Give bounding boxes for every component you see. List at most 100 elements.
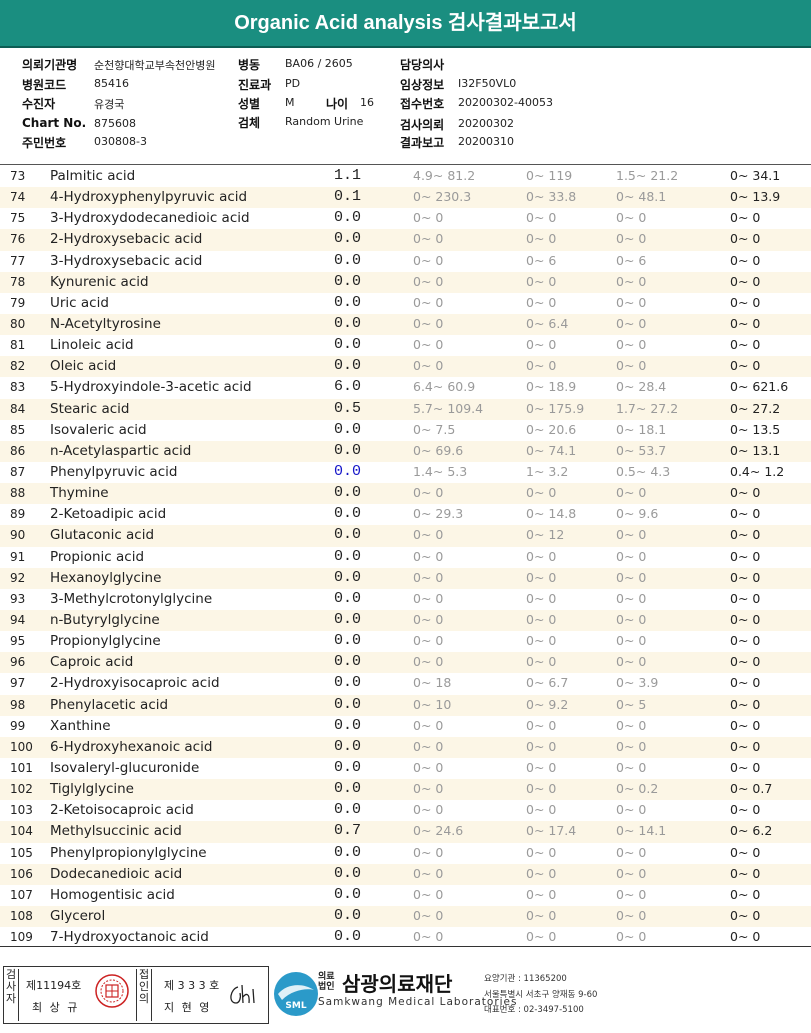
table-row: 76 2-Hydroxysebacic acid 0.0 0~ 0 0~ 0 0~ 0 0~… xyxy=(0,229,811,251)
reference-range-1: 0~ 10 xyxy=(413,696,452,712)
reference-range-2: 0~ 0 xyxy=(526,590,557,606)
reference-range-3: 1.7~ 27.2 xyxy=(616,400,679,416)
receipt-value: 20200302-40053 xyxy=(458,96,553,109)
reference-range-2: 0~ 0 xyxy=(526,569,557,585)
analyte-name: 3-Hydroxysebacic acid xyxy=(50,252,203,269)
reference-range-4: 0~ 13.9 xyxy=(730,189,781,205)
row-number: 88 xyxy=(10,486,26,501)
info-divider xyxy=(0,164,811,165)
reference-range-3: 0~ 0 xyxy=(616,294,647,310)
report-title: Organic Acid analysis 검사결과보고서 xyxy=(234,12,577,34)
reference-range-3: 0~ 0 xyxy=(616,844,647,860)
reference-range-1: 0~ 0 xyxy=(413,759,444,775)
result-value: 0.0 xyxy=(334,441,362,459)
reference-range-2: 0~ 0 xyxy=(526,907,557,923)
result-value: 0.0 xyxy=(334,251,362,269)
reference-range-4: 0~ 0 xyxy=(730,569,761,585)
reference-range-4: 0~ 0 xyxy=(730,611,761,627)
reference-range-4: 0~ 0 xyxy=(730,738,761,754)
tester-seal-icon xyxy=(95,974,129,1008)
req-date-label: 검사의뢰 xyxy=(400,118,445,132)
banner-divider xyxy=(0,46,811,48)
analyte-name: Glutaconic acid xyxy=(50,527,155,544)
table-row: 102 Tiglylglycine 0.0 0~ 0 0~ 0 0~ 0.2 0~ 0.7 xyxy=(0,779,811,801)
reference-range-4: 0~ 0 xyxy=(730,294,761,310)
analyte-name: Glycerol xyxy=(50,907,106,924)
reference-range-4: 0~ 0 xyxy=(730,675,761,691)
reference-range-2: 0~ 0 xyxy=(526,844,557,860)
analyte-name: N-Acetyltyrosine xyxy=(50,315,161,332)
reference-range-1: 0~ 0 xyxy=(413,294,444,310)
reference-range-1: 0~ 0 xyxy=(413,315,444,331)
row-number: 81 xyxy=(10,338,26,353)
reference-range-4: 0~ 34.1 xyxy=(730,168,781,183)
clinical-label: 임상정보 xyxy=(400,78,445,92)
result-value: 0.0 xyxy=(334,737,362,755)
analyte-name: Stearic acid xyxy=(50,400,130,417)
patient-info-block: 의뢰기관명 순천향대학교부속천안병원 병동 BA06 / 2605 담당의사 병… xyxy=(0,56,811,160)
row-number: 97 xyxy=(10,676,26,691)
reference-range-2: 0~ 0 xyxy=(526,717,557,733)
reference-range-3: 0~ 0 xyxy=(616,273,647,289)
result-value: 0.0 xyxy=(334,780,362,798)
row-number: 106 xyxy=(10,866,33,881)
table-row: 81 Linoleic acid 0.0 0~ 0 0~ 0 0~ 0 0~ 0 xyxy=(0,335,811,356)
result-value: 0.0 xyxy=(334,632,362,650)
reference-range-4: 0~ 0 xyxy=(730,654,761,670)
result-value: 0.0 xyxy=(334,589,362,607)
result-value: 0.0 xyxy=(334,653,362,671)
analyte-name: Uric acid xyxy=(50,294,109,311)
result-value: 0.0 xyxy=(334,695,362,713)
table-row: 80 N-Acetyltyrosine 0.0 0~ 0 0~ 6.4 0~ 0 0~ 0 xyxy=(0,313,811,336)
reference-range-4: 0~ 0 xyxy=(730,844,761,860)
analyte-name: Phenylacetic acid xyxy=(50,696,169,713)
report-title-banner: Organic Acid analysis 검사결과보고서 xyxy=(0,0,811,46)
result-value: 0.0 xyxy=(334,357,362,375)
result-value: 0.0 xyxy=(334,462,362,480)
analyte-name: Oleic acid xyxy=(50,358,117,375)
reference-range-4: 0~ 0 xyxy=(730,506,761,522)
reference-range-3: 0~ 0 xyxy=(616,759,647,775)
table-bottom-divider xyxy=(0,946,811,947)
reference-range-2: 0~ 0 xyxy=(526,738,557,754)
reference-range-1: 0~ 0 xyxy=(413,738,444,754)
result-value: 0.0 xyxy=(334,758,362,776)
analyte-name: Hexanoylglycine xyxy=(50,569,162,586)
org-address: 서울특별시 서초구 양재동 9-60 xyxy=(484,990,598,1000)
reference-range-2: 0~ 0 xyxy=(526,865,557,881)
result-value: 0.0 xyxy=(334,420,362,438)
reference-range-4: 0~ 0 xyxy=(730,337,761,353)
row-number: 98 xyxy=(10,697,26,712)
reference-range-4: 0~ 0 xyxy=(730,802,761,818)
reference-range-3: 0~ 18.1 xyxy=(616,421,667,437)
result-value: 0.0 xyxy=(334,906,362,924)
table-row: 96 Caproic acid 0.0 0~ 0 0~ 0 0~ 0 0~ 0 xyxy=(0,652,811,674)
analyte-name: 2-Ketoisocaproic acid xyxy=(50,802,194,819)
reference-range-3: 0~ 0 xyxy=(616,907,647,923)
row-number: 80 xyxy=(10,316,26,331)
table-row: 105 Phenylpropionylglycine 0.0 0~ 0 0~ 0 0~ 0… xyxy=(0,843,811,864)
row-number: 91 xyxy=(10,549,26,564)
result-value: 0.0 xyxy=(334,526,362,544)
reference-range-3: 0~ 0 xyxy=(616,802,647,818)
reference-range-1: 4.9~ 81.2 xyxy=(413,168,476,183)
req-date-value: 20200302 xyxy=(458,117,514,130)
reference-range-4: 0~ 6.2 xyxy=(730,823,773,839)
analyte-name: 7-Hydroxyoctanoic acid xyxy=(50,929,209,946)
reference-range-2: 1~ 3.2 xyxy=(526,463,569,479)
row-number: 99 xyxy=(10,718,26,733)
reference-range-1: 0~ 29.3 xyxy=(413,506,464,522)
reference-range-1: 0~ 69.6 xyxy=(413,442,464,458)
analyte-name: 3-Methylcrotonylglycine xyxy=(50,590,213,607)
ward-label: 병동 xyxy=(238,58,261,72)
table-row: 93 3-Methylcrotonylglycine 0.0 0~ 0 0~ 0 0~ 0… xyxy=(0,589,811,610)
table-row: 106 Dodecanedioic acid 0.0 0~ 0 0~ 0 0~ 0 0~ 0 xyxy=(0,863,811,885)
result-value: 0.0 xyxy=(334,674,362,692)
result-value: 0.0 xyxy=(334,928,362,946)
reference-range-2: 0~ 0 xyxy=(526,294,557,310)
org-name: 삼광의료재단 xyxy=(342,972,453,996)
reference-range-1: 0~ 0 xyxy=(413,210,444,226)
approver-signature-icon xyxy=(230,984,255,1004)
reference-range-4: 0~ 0 xyxy=(730,886,761,902)
reference-range-2: 0~ 0 xyxy=(526,485,557,501)
